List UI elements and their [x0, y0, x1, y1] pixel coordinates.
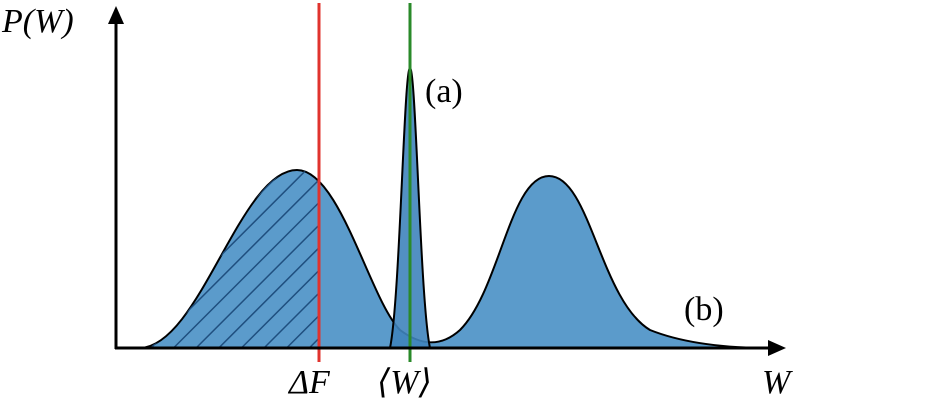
hatched-region	[140, 170, 319, 348]
x-axis-label: W	[762, 364, 793, 401]
peak-a-label: (a)	[425, 73, 463, 110]
y-axis-label: P(W)	[1, 3, 74, 40]
delta-f-label: ΔF	[287, 364, 331, 401]
peak-b-label: (b)	[684, 291, 724, 328]
x-axis-arrow	[768, 340, 786, 356]
mean-w-label: ⟨W⟩	[377, 364, 432, 401]
y-axis-arrow	[108, 6, 124, 24]
